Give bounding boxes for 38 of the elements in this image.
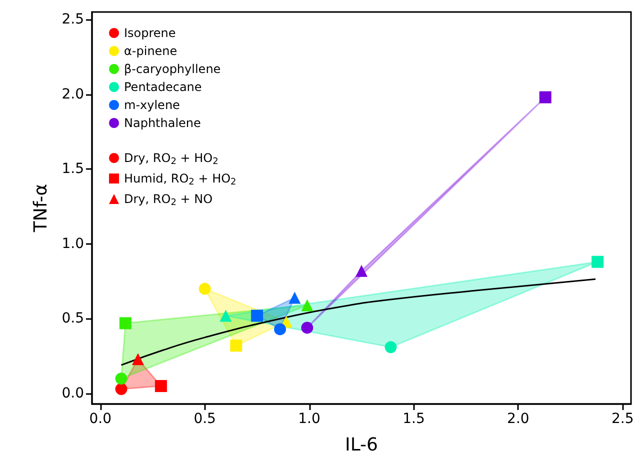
y-tick-label: 0.0 xyxy=(62,386,84,402)
point xyxy=(356,264,368,277)
x-tick-label: 2.5 xyxy=(612,411,634,427)
y-tick-label: 1.0 xyxy=(62,236,84,252)
point xyxy=(220,310,232,322)
point xyxy=(592,256,604,268)
point xyxy=(119,317,132,330)
y-tick-label: 1.5 xyxy=(62,161,84,178)
line-series xyxy=(120,278,596,366)
y-tick-label: 2.5 xyxy=(62,11,84,28)
point xyxy=(115,372,128,385)
x-tick-label: 2.0 xyxy=(507,411,530,427)
y-tick-label: 2.0 xyxy=(62,86,84,102)
point xyxy=(115,383,128,396)
point xyxy=(384,341,397,354)
y-axis-title: TNf-α xyxy=(30,184,52,234)
legend-label: Pentadecane xyxy=(124,80,202,94)
y-tick-label: 0.5 xyxy=(62,310,84,327)
point xyxy=(132,353,144,366)
point xyxy=(301,322,314,334)
legend-label: Naphthalene xyxy=(124,116,201,130)
x-tick-label: 0.5 xyxy=(194,411,216,427)
legend-label: Isoprene xyxy=(124,26,176,40)
point xyxy=(288,292,301,304)
x-tick-label: 0.0 xyxy=(89,411,112,427)
x-axis-title: IL-6 xyxy=(345,434,378,456)
legend-label: β-caryophyllene xyxy=(124,62,221,76)
legend-label: α-pinene xyxy=(124,44,178,58)
point xyxy=(154,380,167,392)
legend-label: m-xylene xyxy=(124,98,180,112)
point xyxy=(251,310,264,322)
x-tick-label: 1.0 xyxy=(298,411,320,427)
point xyxy=(301,299,314,312)
x-tick-label: 1.5 xyxy=(402,411,425,427)
point xyxy=(230,340,242,352)
point xyxy=(274,323,286,336)
point xyxy=(198,282,211,295)
point xyxy=(539,91,552,104)
